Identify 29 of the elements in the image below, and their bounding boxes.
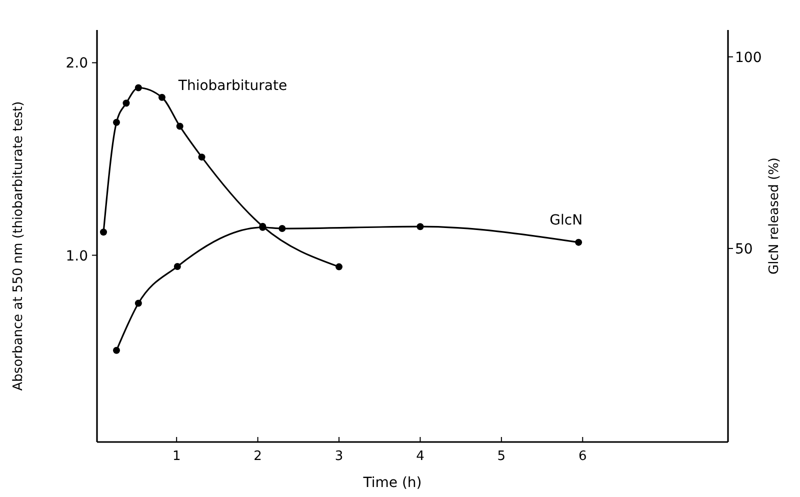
point — [575, 238, 582, 246]
x-axis-title: Time (h) — [362, 475, 422, 491]
point — [100, 228, 107, 236]
series-label: GlcN — [550, 212, 583, 228]
point — [112, 118, 120, 126]
x-tick-label: 3 — [334, 449, 344, 464]
point — [122, 100, 130, 107]
point — [134, 84, 142, 92]
point — [134, 300, 142, 307]
series-label: Thiobarbiturate — [177, 78, 288, 94]
point — [336, 263, 343, 270]
y2-tick-label: 50 — [735, 241, 753, 258]
x-tick-label: 6 — [578, 449, 587, 464]
x-tick-label: 4 — [416, 449, 424, 464]
point — [198, 154, 206, 161]
point — [174, 262, 181, 270]
y2-tick-label: 100 — [735, 50, 762, 66]
x-tick-label: 1 — [172, 449, 181, 464]
point — [176, 122, 184, 130]
x-tick-label: 5 — [497, 449, 506, 464]
y-tick-label: 1.0 — [66, 248, 88, 264]
y-axis-title: Absorbance at 550 nm (thiobarbiturate test) — [11, 101, 26, 391]
y2-axis-title: GlcN released (%) — [767, 158, 782, 274]
x-tick-label: 2 — [254, 449, 262, 464]
point — [416, 223, 424, 230]
y-tick-label: 2.0 — [66, 56, 88, 72]
point — [112, 346, 120, 354]
point — [158, 94, 166, 101]
point — [278, 225, 286, 232]
